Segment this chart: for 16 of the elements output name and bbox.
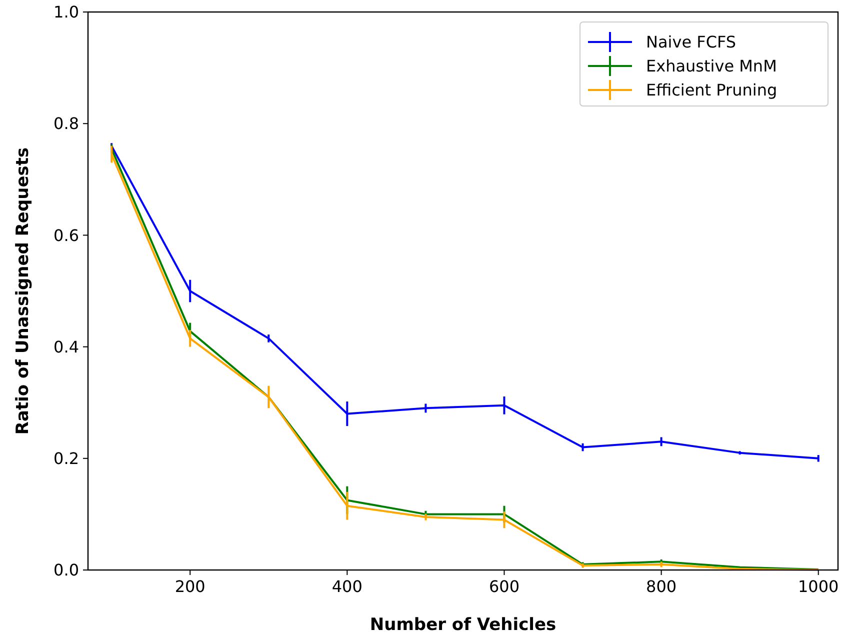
x-tick-label: 1000 [798,577,839,596]
y-tick-label: 0.2 [54,449,79,468]
legend-label: Naive FCFS [646,32,736,52]
y-tick-label: 0.4 [54,337,79,356]
y-tick-label: 1.0 [54,2,79,22]
y-axis-title: Ratio of Unassigned Requests [13,147,33,435]
y-tick-label: 0.0 [54,560,79,580]
x-tick-label: 200 [174,577,206,596]
legend-label: Efficient Pruning [646,80,778,100]
x-tick-label: 600 [488,577,520,596]
x-axis-title: Number of Vehicles [370,615,556,635]
legend-label: Exhaustive MnM [646,56,777,76]
x-tick-label: 800 [646,577,677,596]
x-tick-label: 400 [332,577,362,596]
y-tick-label: 0.8 [54,114,79,134]
y-tick-label: 0.6 [54,226,79,245]
